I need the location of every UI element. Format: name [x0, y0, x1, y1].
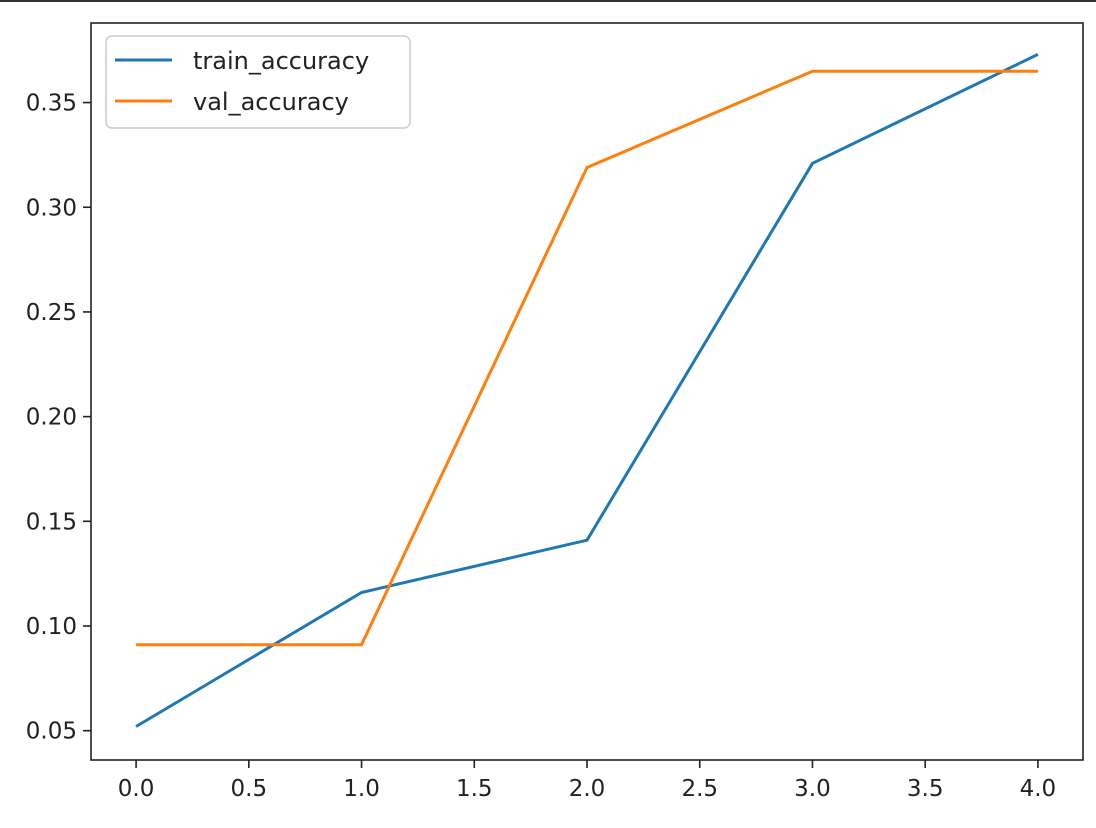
y-tick-label: 0.25	[26, 300, 77, 326]
legend-box	[105, 35, 411, 129]
x-tick-label: 2.0	[569, 776, 606, 802]
y-tick-label: 0.10	[26, 614, 77, 640]
x-tick-label: 4.0	[1020, 776, 1057, 802]
top-border-rule	[0, 0, 1096, 2]
plot-frame	[90, 22, 1084, 761]
y-tick-label: 0.30	[26, 195, 77, 221]
legend-label-train-accuracy: train_accuracy	[193, 47, 369, 75]
x-tick-label: 2.5	[681, 776, 718, 802]
series-line-val-accuracy	[136, 69, 1038, 647]
x-tick-label: 3.5	[907, 776, 944, 802]
x-axis: 0.0 0.5 1.0 1.5 2.0 2.5 3.0 3.5 4.0	[118, 760, 1056, 802]
x-tick-label: 3.0	[794, 776, 831, 802]
x-tick-label: 1.0	[343, 776, 380, 802]
y-tick-label: 0.05	[26, 719, 77, 745]
y-tick-label: 0.20	[26, 405, 77, 431]
x-tick-label: 0.5	[231, 776, 268, 802]
series-layer	[135, 53, 1039, 728]
x-tick-label: 1.5	[456, 776, 493, 802]
y-tick-label: 0.35	[26, 91, 77, 117]
legend-label-val-accuracy: val_accuracy	[193, 88, 349, 116]
y-axis: 0.05 0.10 0.15 0.20 0.25 0.30 0.35	[26, 91, 91, 745]
series-line-train-accuracy	[135, 53, 1039, 728]
legend: train_accuracy val_accuracy	[105, 35, 411, 129]
y-tick-label: 0.15	[26, 509, 77, 535]
x-tick-label: 0.0	[118, 776, 155, 802]
plot-area	[90, 22, 1084, 761]
